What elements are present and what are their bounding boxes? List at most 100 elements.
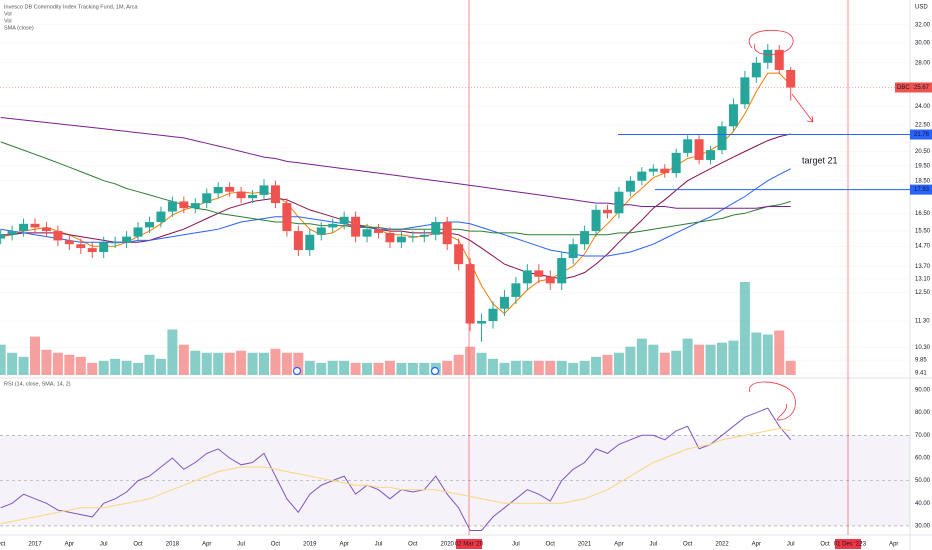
indicator-label: Vol: [4, 11, 12, 17]
candle-body: [122, 236, 132, 243]
candle-body: [694, 139, 704, 160]
candle-body: [328, 223, 338, 228]
candle-body: [419, 234, 429, 237]
rsi-band: [0, 435, 910, 526]
x-tick-label: 2018: [166, 542, 180, 548]
candle-body: [625, 180, 635, 192]
volume-bar: [30, 336, 40, 375]
x-tick-label: Jul: [100, 542, 108, 548]
symbol-box: [895, 82, 910, 93]
volume-bar: [293, 352, 304, 375]
volume-bar: [556, 360, 567, 375]
x-tick-label: Apr: [614, 542, 623, 548]
volume-bar: [522, 360, 533, 375]
volume-bar: [694, 344, 705, 375]
level-label-box: [910, 129, 932, 140]
y-tick-label: 14.70: [915, 244, 931, 250]
volume-bar: [533, 360, 544, 375]
x-tick-label: Apr: [65, 542, 74, 548]
indicator-label: SMA (close): [4, 25, 34, 31]
volume-bar: [728, 340, 739, 375]
candle-body: [248, 194, 258, 199]
candle-body: [580, 231, 590, 245]
volume-bar: [751, 332, 762, 375]
rsi-tick-label: 90.00: [915, 388, 931, 394]
volume-bar: [785, 360, 796, 375]
volume-bar: [7, 352, 18, 375]
candle-body: [603, 209, 612, 214]
candle-body: [0, 234, 6, 239]
volume-bar: [442, 360, 453, 375]
x-tick-label: 2021: [578, 542, 592, 548]
level-label: 17.93: [914, 187, 930, 193]
candle-body: [442, 222, 452, 245]
y-tick-label: 32.00: [915, 22, 931, 28]
volume-bar: [144, 354, 155, 375]
volume-bar: [579, 360, 590, 375]
volume-bar: [110, 358, 121, 375]
drawing-arrow: [791, 93, 814, 123]
chart-title: Invesco DB Commodity Index Tracking Fund…: [4, 4, 139, 10]
candle-body: [99, 242, 109, 253]
candle-body: [637, 171, 647, 181]
volume-bar: [167, 329, 178, 375]
volume-bar: [453, 354, 464, 375]
candle-body: [488, 308, 498, 322]
candle-body: [133, 227, 143, 237]
volume-bar: [316, 362, 327, 375]
x-tick-label: Oct: [133, 542, 143, 548]
volume-bar: [41, 349, 52, 375]
volume-bar: [407, 362, 418, 375]
volume-bar: [121, 360, 132, 375]
candle-body: [259, 185, 269, 195]
last-price-box: [910, 82, 932, 93]
volume-bar: [396, 362, 407, 375]
x-tick-label: Jul: [237, 542, 245, 548]
x-tick-label: Apr: [752, 542, 761, 548]
candle-body: [190, 203, 200, 209]
volume-bar: [602, 354, 613, 375]
candle-body: [396, 236, 406, 243]
candle-body: [522, 270, 532, 284]
volume-bar: [373, 362, 384, 375]
candle-body: [568, 244, 578, 259]
volume-bar: [224, 352, 235, 375]
volume-bar: [75, 356, 86, 375]
volume-bar: [178, 344, 189, 375]
volume-bar: [465, 346, 476, 375]
y-tick-label: 28.00: [915, 60, 931, 66]
candle-body: [683, 139, 693, 153]
level-label-box: [910, 184, 932, 195]
candle-body: [76, 244, 86, 249]
candle-body: [236, 191, 246, 199]
volume-bar: [762, 334, 773, 375]
rsi-tick-label: 50.00: [915, 478, 931, 484]
volume-bar: [270, 348, 281, 375]
line-series: [0, 407, 792, 531]
y-tick-label: 18.50: [915, 178, 931, 184]
volume-bar: [0, 344, 6, 375]
x-tick-label: 2017: [28, 542, 42, 548]
volume-bar: [659, 352, 670, 375]
candle-body: [351, 216, 361, 237]
x-tick-label: Oct: [408, 542, 418, 548]
rsi-title: RSI (14, close, SMA, 14, 2): [4, 381, 71, 387]
y-tick-label: 15.50: [915, 229, 931, 235]
candle-body: [374, 229, 383, 233]
volume-bar: [717, 342, 727, 375]
candle-body: [660, 168, 670, 174]
candle-body: [202, 193, 212, 204]
event-icon: [430, 366, 440, 376]
volume-bar: [613, 352, 624, 375]
y-tick-label: 16.50: [915, 211, 931, 217]
candle-body: [19, 223, 29, 232]
x-tick-label: Apr: [339, 542, 348, 548]
volume-bar: [499, 362, 510, 375]
candle-body: [557, 258, 567, 284]
candle-body: [511, 283, 521, 297]
y-tick-label: 19.50: [915, 163, 931, 169]
line-series: [0, 72, 792, 315]
y-tick-label: 10.30: [915, 345, 931, 351]
volume-bar: [87, 362, 98, 375]
y-tick-label: 22.50: [915, 123, 931, 129]
